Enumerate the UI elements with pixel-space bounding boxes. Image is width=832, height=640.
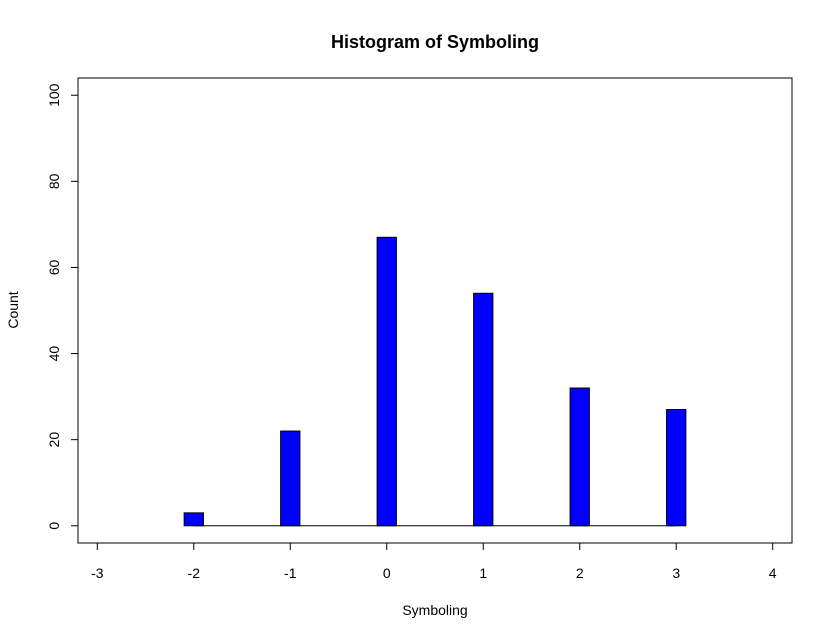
y-tick-label: 0 xyxy=(46,522,62,530)
histogram-bar xyxy=(473,292,494,527)
histogram-bar xyxy=(569,387,590,527)
y-axis-label: Count xyxy=(5,291,21,328)
histogram-bar xyxy=(376,236,397,527)
histogram-bar xyxy=(280,430,301,527)
y-tick-label: 100 xyxy=(46,83,62,107)
x-tick-label: 0 xyxy=(383,565,391,581)
y-tick-label: 80 xyxy=(46,173,62,189)
y-tick-label: 20 xyxy=(46,432,62,448)
x-tick-label: 4 xyxy=(769,565,777,581)
x-tick-label: 2 xyxy=(576,565,584,581)
x-tick-label: 1 xyxy=(479,565,487,581)
histogram-bar xyxy=(183,512,204,527)
x-tick-label: -1 xyxy=(284,565,297,581)
x-tick-label: 3 xyxy=(672,565,680,581)
x-axis: -3 -2 -1 0 1 2 3 4 xyxy=(91,542,777,581)
histogram-bar xyxy=(666,409,687,527)
x-tick-label: -2 xyxy=(188,565,201,581)
y-tick-label: 40 xyxy=(46,346,62,362)
bars-layer xyxy=(183,236,687,527)
chart-title: Histogram of Symboling xyxy=(331,32,539,52)
x-axis-label: Symboling xyxy=(402,602,467,618)
y-tick-label: 60 xyxy=(46,259,62,275)
x-tick-label: -3 xyxy=(91,565,104,581)
y-axis: 0 20 40 60 80 100 xyxy=(46,83,79,530)
